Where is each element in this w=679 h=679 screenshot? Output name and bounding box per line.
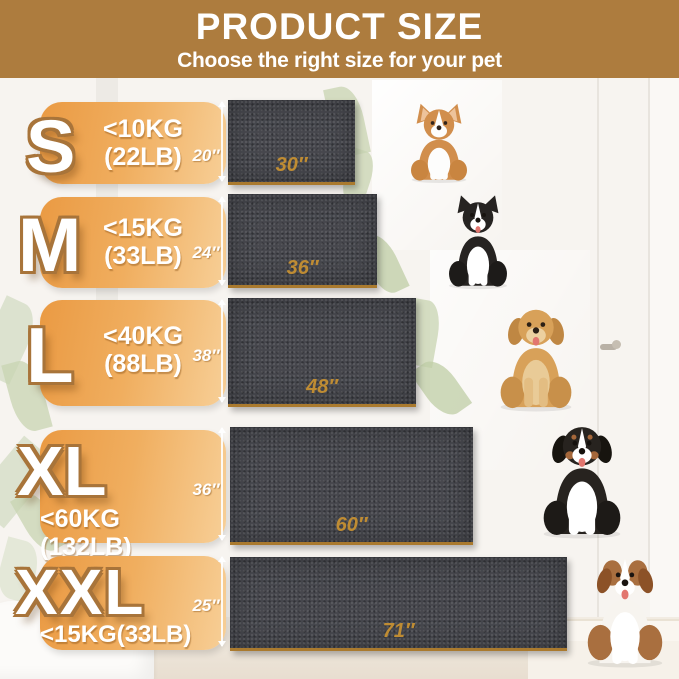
mat-width-label: 60″ [335,514,368,536]
weight-line1: <10KG [103,115,183,143]
door-edge-line [648,78,650,578]
weight-line2: (22LB) [104,143,182,171]
size-letter: XL [17,432,107,510]
size-band [40,102,226,184]
mat-xxl: 71″ [230,557,567,651]
weight-limit: <15KG(33LB) [40,621,192,648]
mat-xl: 60″ [230,427,473,545]
door-handle [600,344,617,350]
weight-limit: <60KG (132LB) [40,505,132,561]
size-letter: XXL [15,556,146,628]
mat-height-label: 20″ [192,146,220,165]
corgi-illustration [396,103,482,183]
size-band [40,300,226,406]
weight-limit: <40KG (88LB) [86,322,200,378]
mat-width-label: 48″ [306,376,338,398]
weight-line2: (33LB) [104,242,182,270]
size-band [40,197,226,288]
saint-bernard-illustration [576,544,674,668]
mat-height-label: 38″ [192,346,220,365]
mat-l: 48″ [228,298,416,407]
height-measure-arrow [218,427,226,541]
weight-line1: <15KG [103,214,183,242]
size-letter: S [26,105,76,188]
weight-line2: (88LB) [104,350,182,378]
door-frame [650,78,679,638]
mat-height-label: 36″ [192,480,220,499]
size-letter: L [26,311,74,399]
header-banner: PRODUCT SIZE Choose the right size for y… [0,0,679,78]
height-measure-arrow [218,196,226,286]
border-collie-illustration [428,192,528,290]
door-knob [612,340,621,349]
size-band [40,556,226,650]
mat-height-label: 24″ [192,243,220,262]
page-title: PRODUCT SIZE [195,6,484,47]
height-measure-arrow [218,556,226,647]
mat-width-label: 36″ [286,257,319,279]
height-measure-arrow [218,101,226,182]
height-measure-arrow [218,299,226,403]
weight-limit: <15KG (33LB) [86,214,200,270]
weight-limit: <10KG (22LB) [86,115,200,171]
size-band [40,430,226,543]
mat-width-label: 71″ [382,620,415,642]
size-letter: M [18,203,82,288]
bernese-mountain-dog-illustration [518,418,646,539]
mat-height-label: 25″ [192,596,220,615]
mat-s: 30″ [228,100,355,185]
mat-width-label: 30″ [275,154,308,176]
mat-m: 36″ [228,194,377,288]
page-subtitle: Choose the right size for your pet [177,49,502,72]
weight-line1: <40KG [103,322,183,350]
door-edge-line [597,78,599,618]
golden-retriever-illustration [482,299,590,412]
